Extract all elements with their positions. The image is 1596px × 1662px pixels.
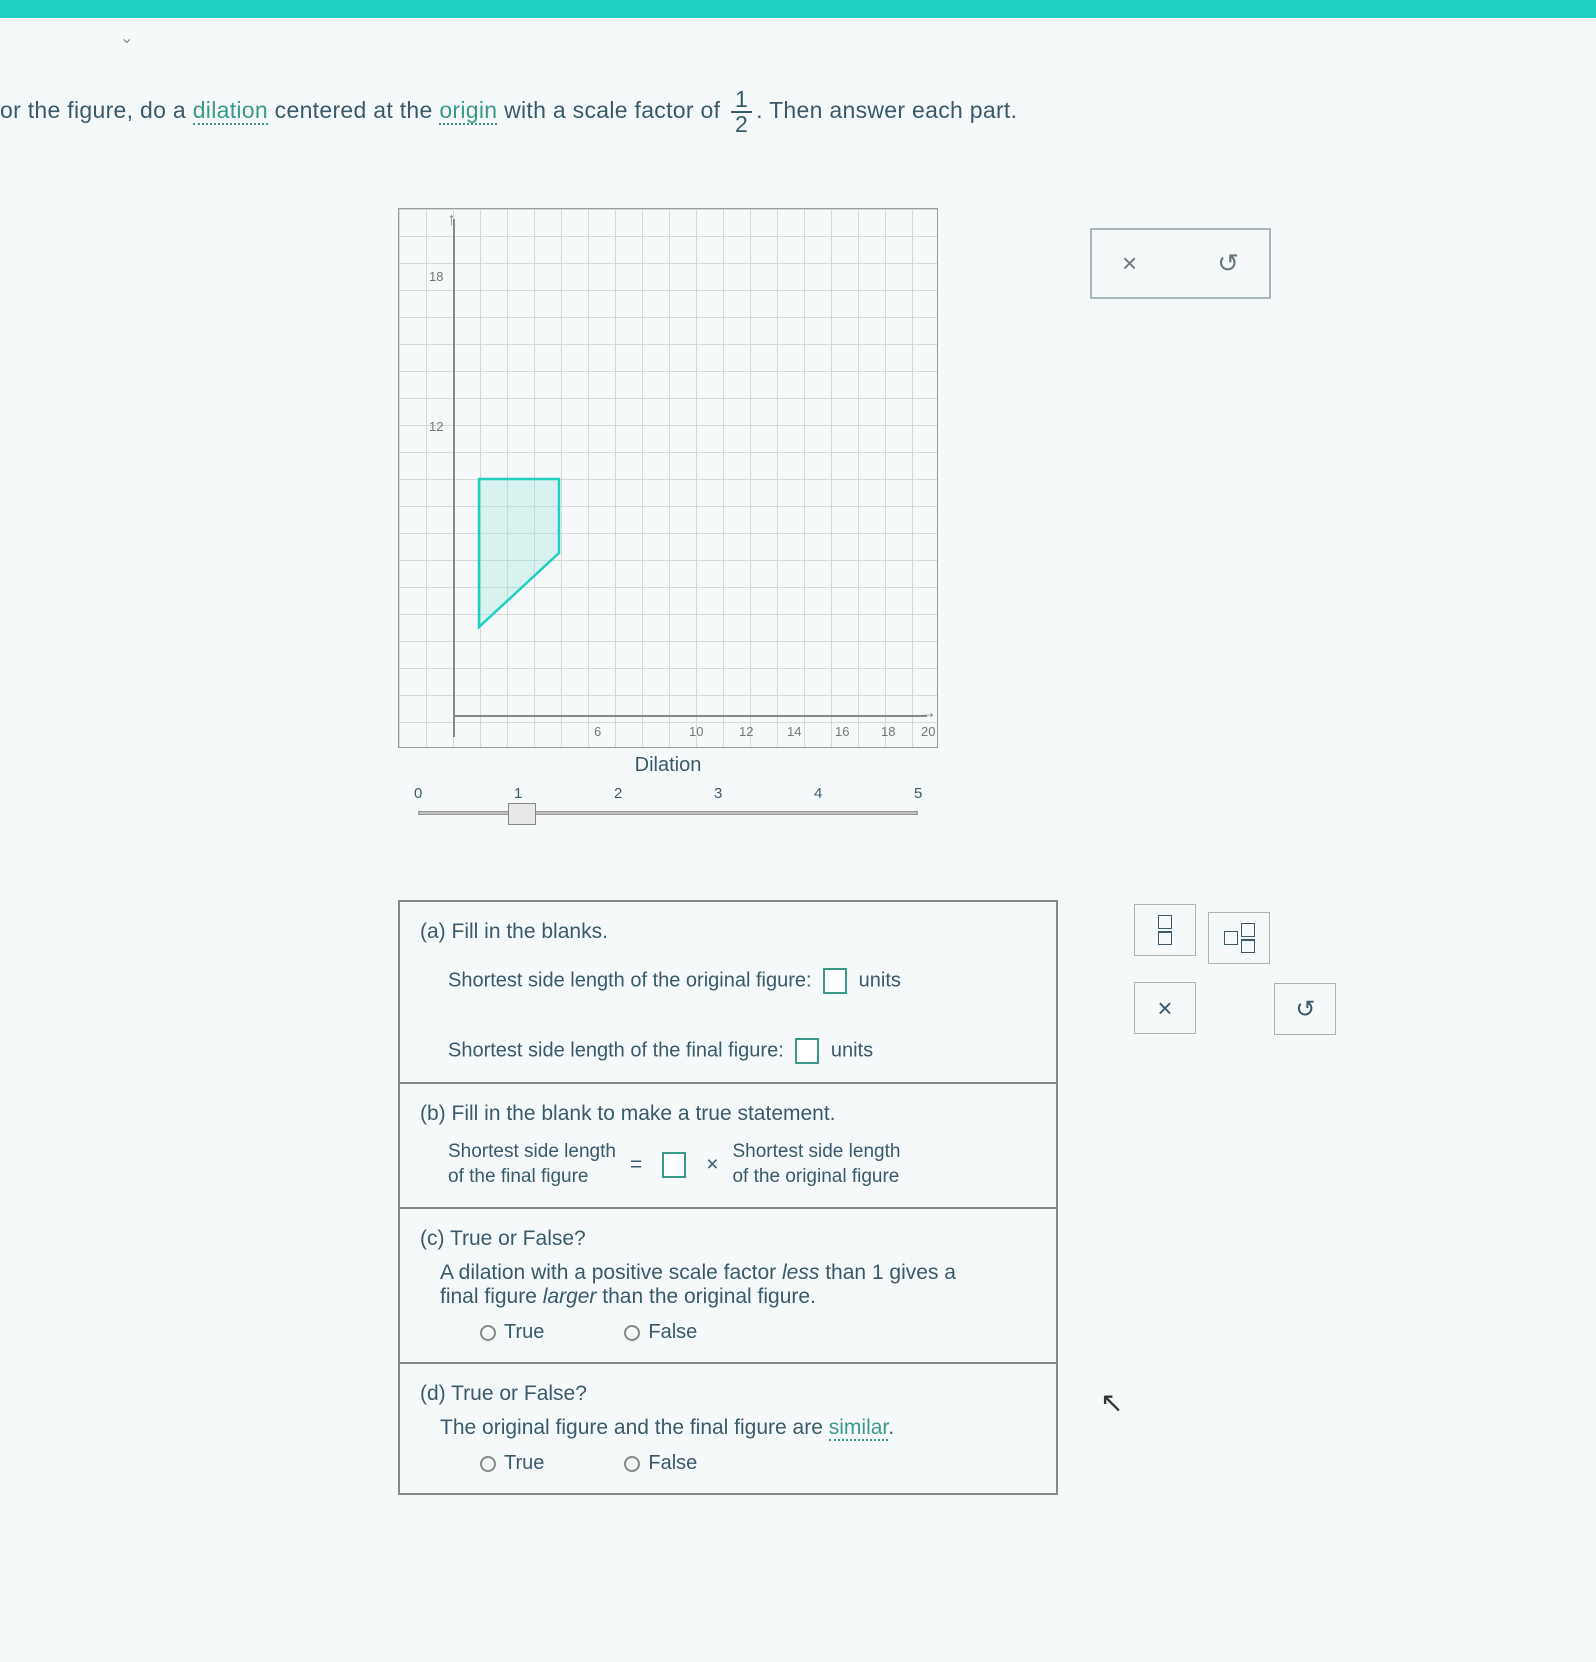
- blank-input[interactable]: [823, 968, 847, 994]
- radio-true[interactable]: True: [480, 1321, 544, 1344]
- qd-radios: True False: [480, 1452, 1036, 1475]
- qa-line1: Shortest side length of the original fig…: [448, 968, 1036, 994]
- chevron-down-icon[interactable]: ⌄: [120, 28, 133, 48]
- radio-false[interactable]: False: [624, 1321, 697, 1344]
- radio-icon[interactable]: [480, 1456, 496, 1472]
- blank-input[interactable]: [795, 1038, 819, 1064]
- slider-tick: 4: [814, 785, 822, 802]
- figure-shape[interactable]: [399, 209, 939, 749]
- qb-equation: Shortest side length of the final figure…: [448, 1140, 1036, 1189]
- instr-mid2: with a scale factor of: [497, 97, 727, 123]
- qb-title: (b) Fill in the blank to make a true sta…: [420, 1102, 1036, 1126]
- scale-fraction: 12: [731, 88, 752, 136]
- radio-icon[interactable]: [624, 1325, 640, 1341]
- eq-right: Shortest side length of the original fig…: [732, 1140, 900, 1189]
- reset-icon[interactable]: ↺: [1217, 248, 1239, 279]
- dilation-label: Dilation: [398, 754, 938, 777]
- qa-title: (a) Fill in the blanks.: [420, 920, 1036, 944]
- question-d: (d) True or False? The original figure a…: [400, 1364, 1056, 1493]
- top-accent-bar: [0, 0, 1596, 18]
- radio-false[interactable]: False: [624, 1452, 697, 1475]
- radio-true[interactable]: True: [480, 1452, 544, 1475]
- mixed-fraction-tool[interactable]: [1208, 912, 1270, 964]
- original-polygon[interactable]: [479, 479, 559, 627]
- cursor-icon: ↖: [1100, 1386, 1123, 1419]
- fraction-tool[interactable]: [1134, 904, 1196, 956]
- qc-radios: True False: [480, 1321, 1036, 1344]
- graph-toolbox: × ↺: [1090, 228, 1271, 299]
- eq-left: Shortest side length of the final figure: [448, 1140, 616, 1189]
- instruction-text: or the figure, do a dilation centered at…: [0, 88, 1017, 136]
- reset-button[interactable]: ↺: [1274, 983, 1336, 1035]
- slider-track[interactable]: [418, 811, 918, 815]
- coordinate-grid[interactable]: ↑ → 18 12 6 10 12 14 16 18 20: [398, 208, 938, 748]
- instr-suffix: . Then answer each part.: [756, 97, 1017, 123]
- slider-tick: 1: [514, 785, 522, 802]
- qd-statement: The original figure and the final figure…: [440, 1416, 1036, 1440]
- qc-statement: A dilation with a positive scale factor …: [440, 1261, 1036, 1309]
- slider-tick: 2: [614, 785, 622, 802]
- times-sign: ×: [706, 1153, 718, 1177]
- slider-tick: 0: [414, 785, 422, 802]
- clear-button[interactable]: ×: [1134, 982, 1196, 1034]
- instr-mid1: centered at the: [268, 97, 439, 123]
- fraction-icon: [1241, 923, 1255, 953]
- fraction-icon: [1158, 915, 1172, 945]
- instr-prefix: or the figure, do a: [0, 97, 193, 123]
- radio-icon[interactable]: [624, 1456, 640, 1472]
- equals-sign: =: [630, 1153, 642, 1177]
- question-c: (c) True or False? A dilation with a pos…: [400, 1209, 1056, 1364]
- questions-panel: (a) Fill in the blanks. Shortest side le…: [398, 900, 1058, 1495]
- question-a: (a) Fill in the blanks. Shortest side le…: [400, 902, 1056, 1084]
- slider-tick: 5: [914, 785, 922, 802]
- slider-tick: 3: [714, 785, 722, 802]
- graph-area: ↑ → 18 12 6 10 12 14 16 18 20 Dilation 0…: [398, 208, 938, 831]
- box-icon: [1224, 931, 1238, 945]
- clear-icon[interactable]: ×: [1122, 248, 1137, 279]
- qd-title: (d) True or False?: [420, 1382, 1036, 1406]
- origin-link[interactable]: origin: [439, 97, 497, 125]
- question-b: (b) Fill in the blank to make a true sta…: [400, 1084, 1056, 1209]
- dilation-link[interactable]: dilation: [193, 97, 268, 125]
- qa-line2: Shortest side length of the final figure…: [448, 1038, 1036, 1064]
- slider-thumb[interactable]: [508, 803, 536, 825]
- dilation-slider[interactable]: 0 1 2 3 4 5: [398, 781, 938, 831]
- blank-input[interactable]: [662, 1152, 686, 1178]
- qc-title: (c) True or False?: [420, 1227, 1036, 1251]
- similar-link[interactable]: similar: [829, 1416, 889, 1441]
- radio-icon[interactable]: [480, 1325, 496, 1341]
- side-toolbox: × ↺: [1130, 900, 1390, 1039]
